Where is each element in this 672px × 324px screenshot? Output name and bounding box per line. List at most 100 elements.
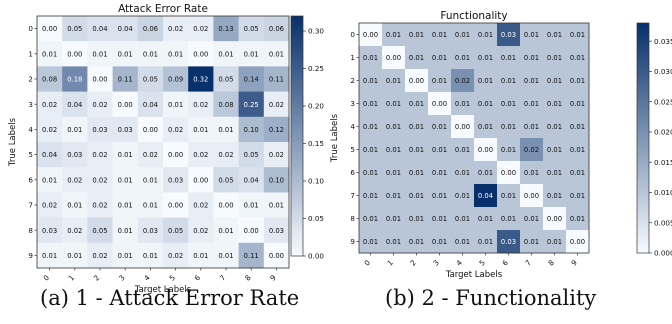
cell-value-label: 0.01: [409, 215, 424, 223]
cell-value-label: 0.01: [363, 54, 378, 62]
heatmap-cell: [87, 16, 113, 42]
heatmap-cell: [451, 115, 475, 139]
heatmap-cell: [428, 115, 452, 139]
cell-value-label: 0.02: [269, 151, 284, 159]
cell-value-label: 0.01: [455, 238, 470, 246]
caption-b: (b) 2 - Functionality: [385, 286, 597, 310]
x-tick-label: 6: [193, 273, 203, 283]
x-tick-label: 4: [454, 258, 464, 268]
heatmap-cell: [137, 91, 164, 118]
cell-value-label: 0.01: [455, 31, 470, 39]
cell-value-label: 0.01: [432, 31, 447, 39]
heatmap-cell: [543, 69, 567, 93]
heatmap-cell: [62, 142, 88, 168]
cell-value-label: 0.03: [501, 238, 516, 246]
cell-value-label: 0.01: [409, 123, 424, 131]
cell-value-label: 0.01: [386, 238, 401, 246]
cell-value-label: 0.01: [547, 192, 562, 200]
cell-value-label: 0.01: [455, 146, 470, 154]
heatmap-cell: [37, 41, 63, 67]
heatmap-cell: [163, 217, 189, 244]
cell-value-label: 0.01: [409, 146, 424, 154]
heatmap-cell: [497, 115, 521, 139]
heatmap-cell: [188, 217, 214, 244]
cell-value-label: 0.18: [67, 76, 82, 84]
cell-value-label: 0.02: [92, 176, 107, 184]
cell-value-label: 0.04: [92, 25, 107, 33]
cell-value-label: 0.01: [547, 238, 562, 246]
cell-value-label: 0.01: [363, 238, 378, 246]
colorbar-tick-label: 0.10: [308, 177, 324, 186]
heatmap-cell: [543, 184, 567, 208]
heatmap-cell: [566, 69, 590, 93]
cell-value-label: 0.01: [218, 227, 233, 235]
heatmap-cell: [543, 230, 567, 254]
cell-value-label: 0.02: [193, 101, 208, 109]
cell-value-label: 0.01: [42, 252, 57, 260]
heatmap-cell: [405, 207, 429, 231]
heatmap-cell: [405, 69, 429, 93]
cell-value-label: 0.01: [478, 169, 493, 177]
heatmap-cell: [188, 242, 214, 269]
heatmap-cell: [520, 230, 544, 254]
cell-value-label: 0.00: [67, 50, 82, 58]
heatmap-cell: [451, 207, 475, 231]
heatmap-cell: [520, 69, 544, 93]
cell-value-label: 0.12: [269, 126, 284, 134]
cell-value-label: 0.01: [432, 215, 447, 223]
cell-value-label: 0.05: [244, 151, 259, 159]
heatmap-cell: [238, 16, 265, 42]
heatmap-cell: [37, 66, 63, 92]
x-axis-label: Target Labels: [445, 270, 503, 280]
cell-value-label: 0.01: [547, 54, 562, 62]
colorbar-tick-label: 0.030: [654, 67, 672, 76]
x-tick-label: 8: [243, 273, 253, 283]
y-tick-label: 0: [350, 30, 355, 39]
cell-value-label: 0.01: [501, 123, 516, 131]
cell-value-label: 0.01: [386, 192, 401, 200]
cell-value-label: 0.01: [570, 77, 585, 85]
cell-value-label: 0.01: [143, 50, 158, 58]
colorbar-tick-label: 0.25: [308, 64, 324, 73]
cell-value-label: 0.01: [432, 123, 447, 131]
cell-value-label: 0.01: [570, 169, 585, 177]
heatmap-cell: [213, 91, 239, 118]
heatmap-cell: [137, 142, 164, 168]
heatmap-cell: [163, 66, 189, 92]
cell-value-label: 0.01: [524, 215, 539, 223]
colorbar-tick-label: 0.015: [654, 158, 672, 167]
cell-value-label: 0.00: [168, 202, 183, 210]
heatmap-cell: [543, 115, 567, 139]
cell-value-label: 0.00: [409, 77, 424, 85]
cell-value-label: 0.01: [244, 50, 259, 58]
chart-title: Functionality: [440, 10, 507, 22]
cell-value-label: 0.01: [432, 146, 447, 154]
cell-value-label: 0.01: [570, 215, 585, 223]
cell-value-label: 0.01: [455, 215, 470, 223]
heatmap-cell: [62, 116, 88, 143]
chart-title: Attack Error Rate: [118, 3, 208, 15]
cell-value-label: 0.02: [143, 151, 158, 159]
heatmap-cell: [382, 161, 406, 185]
heatmap-cell: [263, 142, 290, 168]
cell-value-label: 0.02: [193, 202, 208, 210]
cell-value-label: 0.01: [118, 176, 133, 184]
cell-value-label: 0.02: [67, 227, 82, 235]
heatmap-cell: [137, 66, 164, 92]
cell-value-label: 0.03: [501, 31, 516, 39]
cell-value-label: 0.05: [92, 227, 107, 235]
cell-value-label: 0.01: [524, 238, 539, 246]
cell-value-label: 0.05: [218, 76, 233, 84]
heatmap-cell: [474, 46, 498, 70]
heatmap-cell: [474, 161, 498, 185]
cell-value-label: 0.01: [570, 100, 585, 108]
heatmap-cell: [112, 192, 139, 218]
x-tick-label: 2: [408, 258, 418, 268]
cell-value-label: 0.01: [524, 54, 539, 62]
x-tick-label: 9: [569, 258, 579, 268]
cell-value-label: 0.01: [547, 146, 562, 154]
cell-value-label: 0.25: [244, 101, 259, 109]
heatmap-cell: [87, 217, 113, 244]
cell-value-label: 0.05: [244, 25, 259, 33]
heatmap-cell: [163, 192, 189, 218]
